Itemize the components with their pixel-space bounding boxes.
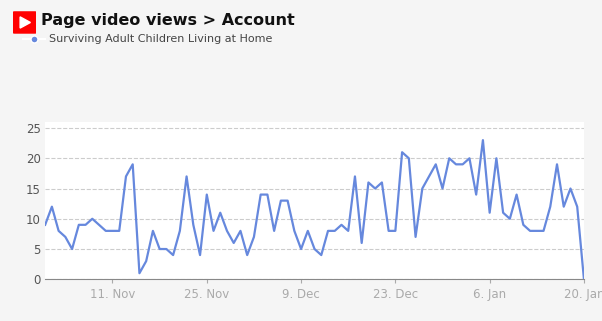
Text: Page video views > Account: Page video views > Account <box>41 13 295 28</box>
Legend: Surviving Adult Children Living at Home: Surviving Adult Children Living at Home <box>19 30 278 49</box>
FancyBboxPatch shape <box>12 11 37 34</box>
Polygon shape <box>20 17 30 28</box>
